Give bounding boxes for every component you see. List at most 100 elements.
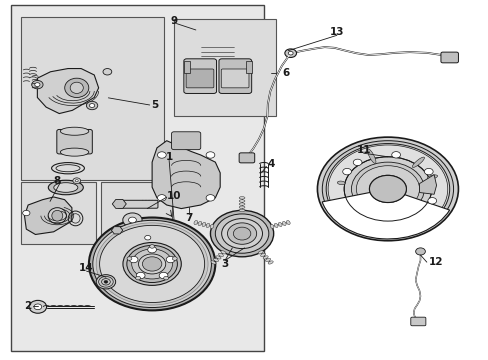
- Circle shape: [122, 213, 142, 227]
- Circle shape: [93, 220, 211, 307]
- Circle shape: [342, 168, 351, 175]
- Circle shape: [131, 249, 172, 279]
- Circle shape: [29, 300, 46, 313]
- Text: 3: 3: [221, 259, 228, 269]
- Circle shape: [322, 141, 453, 237]
- Circle shape: [127, 257, 132, 260]
- Circle shape: [159, 272, 167, 279]
- Circle shape: [317, 137, 458, 241]
- Text: 10: 10: [166, 191, 181, 201]
- Circle shape: [356, 166, 419, 212]
- Polygon shape: [112, 199, 126, 208]
- Circle shape: [325, 144, 449, 234]
- Circle shape: [149, 245, 154, 248]
- Ellipse shape: [70, 82, 83, 94]
- Text: 6: 6: [282, 68, 289, 78]
- Circle shape: [210, 210, 273, 257]
- Bar: [183, 61, 189, 73]
- Text: 4: 4: [267, 159, 274, 169]
- FancyBboxPatch shape: [118, 200, 158, 208]
- Wedge shape: [322, 189, 448, 239]
- FancyBboxPatch shape: [410, 317, 425, 326]
- Text: 13: 13: [329, 27, 344, 37]
- Ellipse shape: [60, 148, 89, 156]
- Circle shape: [96, 223, 207, 305]
- Circle shape: [415, 248, 425, 255]
- Ellipse shape: [194, 220, 197, 225]
- Polygon shape: [37, 68, 99, 113]
- Ellipse shape: [337, 181, 345, 185]
- FancyBboxPatch shape: [221, 69, 248, 88]
- Ellipse shape: [270, 224, 273, 229]
- Bar: [21, 182, 96, 244]
- Text: 7: 7: [184, 212, 192, 222]
- Ellipse shape: [427, 175, 437, 179]
- Circle shape: [126, 246, 177, 283]
- Ellipse shape: [239, 203, 244, 205]
- Circle shape: [166, 256, 175, 263]
- Circle shape: [86, 101, 98, 110]
- Ellipse shape: [218, 253, 223, 257]
- Circle shape: [104, 280, 108, 283]
- Circle shape: [144, 235, 150, 240]
- Text: 5: 5: [151, 100, 158, 110]
- Text: 1: 1: [165, 152, 172, 162]
- Ellipse shape: [210, 224, 213, 229]
- Ellipse shape: [60, 127, 89, 135]
- Polygon shape: [419, 175, 436, 194]
- Circle shape: [227, 223, 256, 244]
- Circle shape: [122, 243, 181, 285]
- Ellipse shape: [239, 206, 244, 208]
- FancyBboxPatch shape: [116, 227, 153, 234]
- Polygon shape: [111, 227, 122, 234]
- FancyBboxPatch shape: [186, 69, 213, 88]
- Ellipse shape: [278, 222, 282, 226]
- Circle shape: [128, 217, 136, 223]
- Ellipse shape: [52, 210, 62, 221]
- Ellipse shape: [274, 223, 278, 228]
- Text: 11: 11: [356, 145, 370, 155]
- Circle shape: [221, 219, 262, 249]
- Polygon shape: [152, 141, 220, 208]
- Circle shape: [75, 180, 78, 182]
- Circle shape: [287, 51, 292, 55]
- Circle shape: [215, 214, 268, 253]
- Circle shape: [369, 175, 406, 203]
- Ellipse shape: [216, 256, 221, 259]
- Ellipse shape: [267, 261, 273, 264]
- Ellipse shape: [263, 256, 267, 259]
- Circle shape: [34, 304, 41, 310]
- Text: 12: 12: [428, 257, 443, 267]
- FancyBboxPatch shape: [57, 130, 92, 154]
- FancyBboxPatch shape: [183, 59, 216, 94]
- Circle shape: [157, 195, 166, 201]
- Circle shape: [172, 257, 177, 260]
- Circle shape: [233, 227, 250, 240]
- Circle shape: [89, 104, 95, 107]
- Circle shape: [73, 178, 81, 184]
- Circle shape: [140, 232, 155, 243]
- Ellipse shape: [213, 258, 218, 262]
- Circle shape: [163, 276, 168, 280]
- Ellipse shape: [202, 222, 205, 226]
- Circle shape: [136, 272, 145, 279]
- Text: 14: 14: [79, 262, 94, 273]
- Circle shape: [205, 195, 214, 201]
- Ellipse shape: [286, 220, 289, 225]
- Circle shape: [424, 168, 432, 175]
- Ellipse shape: [411, 157, 424, 167]
- Polygon shape: [24, 197, 72, 234]
- Bar: [174, 19, 276, 116]
- Circle shape: [327, 145, 447, 233]
- FancyBboxPatch shape: [219, 59, 251, 94]
- Ellipse shape: [64, 78, 89, 98]
- Circle shape: [35, 83, 40, 86]
- Ellipse shape: [260, 253, 265, 257]
- Ellipse shape: [210, 261, 216, 264]
- Circle shape: [205, 152, 214, 158]
- Circle shape: [427, 198, 436, 204]
- Circle shape: [138, 254, 165, 274]
- Ellipse shape: [239, 209, 244, 212]
- Ellipse shape: [258, 251, 263, 254]
- Text: 2: 2: [24, 301, 32, 311]
